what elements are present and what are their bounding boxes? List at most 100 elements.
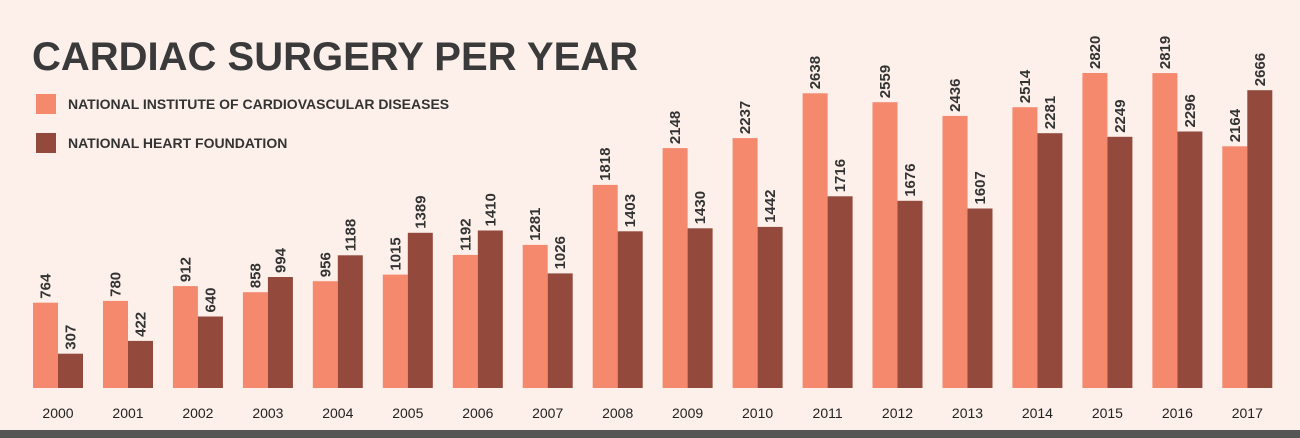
legend-label-nicvd: NATIONAL INSTITUTE OF CARDIOVASCULAR DIS…	[68, 96, 449, 112]
value-label-nicvd-2001: 780	[108, 272, 125, 297]
value-label-nicvd-2014: 2514	[1017, 69, 1034, 103]
bar-nhf-2006	[477, 230, 503, 388]
value-label-nhf-2005: 1389	[412, 195, 429, 228]
bar-nicvd-2014	[1012, 107, 1038, 388]
bar-nicvd-2000	[33, 302, 58, 388]
value-label-nhf-2016: 2296	[1182, 94, 1199, 127]
value-label-nicvd-2009: 2148	[667, 111, 684, 144]
bar-nhf-2009	[687, 228, 713, 388]
bar-nicvd-2008	[592, 184, 618, 388]
value-labels-group: 764 307 780 422 912 640 858 994 956 1188 1015 1389 1…	[38, 36, 1269, 350]
x-tick-2000: 2000	[42, 405, 73, 421]
legend-swatch-nhf	[36, 133, 56, 153]
value-label-nhf-2008: 1403	[622, 194, 639, 227]
value-label-nicvd-2010: 2237	[737, 101, 754, 134]
value-label-nicvd-2004: 956	[317, 252, 334, 277]
bar-nicvd-2007	[522, 244, 548, 388]
bar-nhf-2014	[1037, 133, 1063, 388]
x-tick-2008: 2008	[602, 405, 633, 421]
bar-nhf-2005	[407, 232, 433, 388]
bar-nicvd-2015	[1082, 73, 1108, 388]
x-tick-2004: 2004	[322, 405, 353, 421]
value-label-nicvd-2007: 1281	[527, 208, 544, 241]
x-tick-2005: 2005	[392, 405, 423, 421]
value-label-nicvd-2005: 1015	[387, 237, 404, 270]
value-label-nhf-2012: 1676	[902, 163, 919, 196]
bar-nhf-2002	[197, 316, 223, 388]
value-label-nhf-2001: 422	[133, 312, 150, 337]
value-label-nicvd-2013: 2436	[947, 79, 964, 112]
value-label-nhf-2000: 307	[63, 325, 80, 350]
value-label-nhf-2003: 994	[272, 247, 289, 273]
bar-nhf-2000	[58, 353, 83, 388]
x-tick-2012: 2012	[882, 405, 913, 421]
x-tick-2017: 2017	[1232, 405, 1263, 421]
value-label-nicvd-2000: 764	[38, 273, 55, 299]
bar-nicvd-2006	[452, 254, 478, 388]
bar-nhf-2013	[967, 208, 993, 388]
chart-title: CARDIAC SURGERY PER YEAR	[32, 35, 638, 79]
bar-nicvd-2009	[662, 148, 688, 388]
x-tick-2011: 2011	[813, 405, 843, 421]
bar-nhf-2008	[617, 231, 643, 388]
x-tick-2003: 2003	[252, 405, 283, 421]
bar-nhf-2001	[128, 340, 153, 388]
bar-nicvd-2005	[382, 274, 408, 388]
value-label-nhf-2002: 640	[202, 287, 219, 312]
value-label-nicvd-2015: 2820	[1087, 36, 1104, 69]
legend: NATIONAL INSTITUTE OF CARDIOVASCULAR DIS…	[36, 94, 449, 153]
x-tick-2014: 2014	[1022, 405, 1053, 421]
value-label-nicvd-2003: 858	[247, 263, 264, 288]
x-tick-2013: 2013	[952, 405, 983, 421]
x-tick-2010: 2010	[742, 405, 773, 421]
bar-nicvd-2004	[312, 281, 338, 388]
legend-label-nhf: NATIONAL HEART FOUNDATION	[68, 135, 287, 151]
value-label-nicvd-2002: 912	[177, 257, 194, 282]
x-tick-2016: 2016	[1162, 405, 1193, 421]
bar-nicvd-2017	[1222, 146, 1248, 388]
value-label-nicvd-2008: 1818	[597, 148, 614, 181]
value-label-nhf-2004: 1188	[342, 219, 359, 252]
bar-nicvd-2011	[802, 93, 828, 389]
bar-nicvd-2003	[242, 292, 268, 388]
bar-nhf-2015	[1107, 136, 1133, 388]
bar-nhf-2010	[757, 226, 783, 388]
bar-nhf-2003	[267, 277, 293, 388]
x-tick-2001: 2001	[112, 405, 143, 421]
value-label-nicvd-2017: 2164	[1227, 108, 1244, 142]
bar-nhf-2012	[897, 200, 923, 388]
value-label-nicvd-2006: 1192	[457, 218, 474, 251]
value-label-nhf-2009: 1430	[692, 191, 709, 224]
value-label-nhf-2007: 1026	[552, 236, 569, 269]
bar-nicvd-2010	[732, 138, 758, 388]
value-label-nicvd-2016: 2819	[1157, 36, 1174, 69]
bars-group	[33, 73, 1273, 389]
value-label-nicvd-2012: 2559	[877, 65, 894, 98]
value-label-nhf-2010: 1442	[762, 190, 779, 223]
bottom-baseline	[0, 430, 1300, 438]
x-tick-2007: 2007	[532, 405, 563, 421]
value-label-nhf-2013: 1607	[972, 171, 989, 204]
x-tick-2002: 2002	[182, 405, 213, 421]
value-label-nhf-2015: 2249	[1112, 99, 1129, 132]
bar-nhf-2004	[337, 255, 363, 388]
bar-nicvd-2013	[942, 115, 968, 389]
x-axis-ticks: 2000 2001 2002 2003 2004 2005 2006 2007 2008 2009…	[42, 405, 1263, 421]
bar-nicvd-2016	[1152, 73, 1178, 388]
x-tick-2015: 2015	[1092, 405, 1123, 421]
value-label-nhf-2017: 2666	[1252, 53, 1269, 86]
value-label-nhf-2014: 2281	[1042, 96, 1059, 129]
bar-nhf-2007	[547, 273, 573, 388]
bar-nicvd-2002	[172, 286, 198, 388]
legend-swatch-nicvd	[36, 94, 56, 114]
x-tick-2006: 2006	[462, 405, 493, 421]
bar-nhf-2016	[1177, 131, 1203, 388]
x-tick-2009: 2009	[672, 405, 703, 421]
value-label-nhf-2011: 1716	[832, 159, 849, 192]
bar-nhf-2011	[827, 196, 853, 388]
bar-nhf-2017	[1247, 90, 1273, 388]
value-label-nicvd-2011: 2638	[807, 56, 824, 89]
value-label-nhf-2006: 1410	[482, 193, 499, 226]
